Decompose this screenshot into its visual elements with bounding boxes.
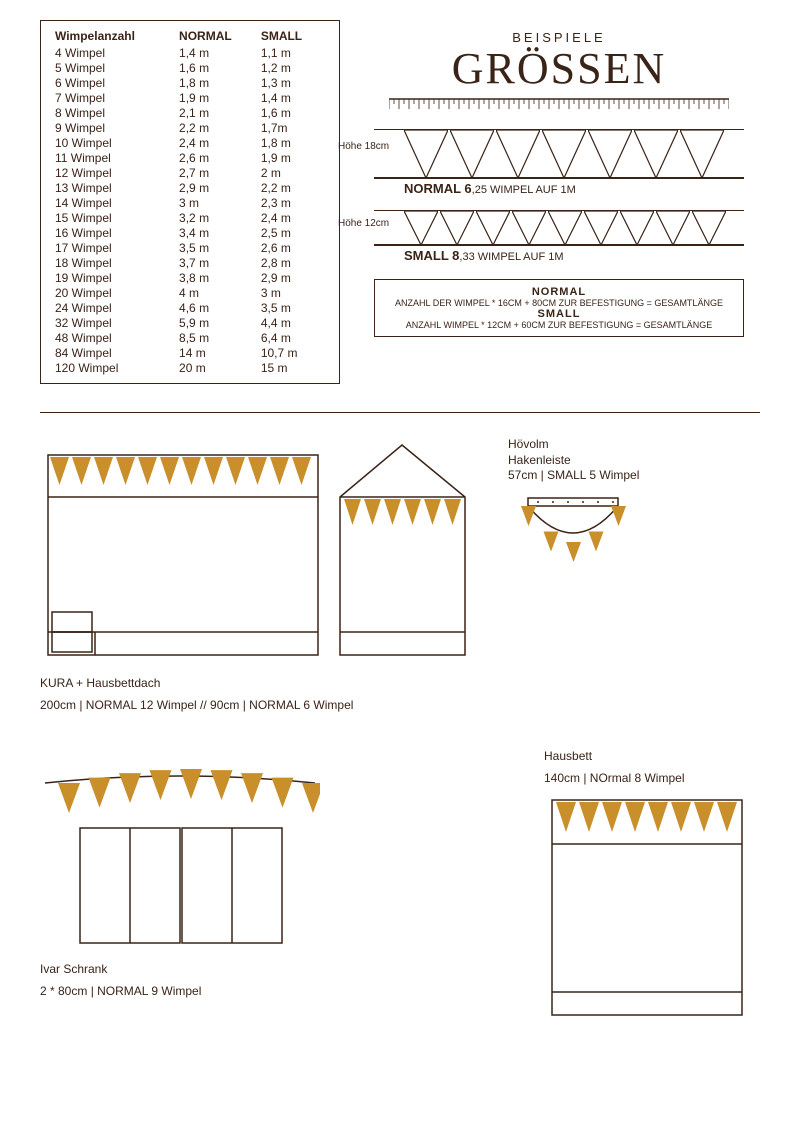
sample-small: Höhe 12cm SMALL 8,33 WIMPEL AUF 1M (374, 210, 744, 263)
pennant-outline-icon (542, 130, 586, 178)
pennant-icon (138, 457, 157, 485)
hovolm-drawing (508, 490, 638, 570)
table-row: 7 Wimpel1,9 m1,4 m (55, 90, 325, 105)
pennant-icon (292, 457, 311, 485)
hausbett-drawing (544, 792, 754, 1022)
table-row: 11 Wimpel2,6 m1,9 m (55, 150, 325, 165)
pennant-icon (364, 499, 381, 525)
table-header: NORMAL (179, 29, 261, 45)
pennant-icon (424, 499, 441, 525)
table-row: 9 Wimpel2,2 m1,7m (55, 120, 325, 135)
pennant-icon (521, 506, 536, 526)
pennant-outline-icon (476, 211, 510, 245)
pennant-outline-icon (496, 130, 540, 178)
pennant-icon (116, 457, 135, 485)
formula-box: NORMAL ANZAHL DER WIMPEL * 16CM + 80CM Z… (374, 279, 744, 337)
pennant-icon (160, 457, 179, 485)
table-row: 18 Wimpel3,7 m2,8 m (55, 255, 325, 270)
pennant-icon (72, 457, 91, 485)
pennant-icon (226, 457, 245, 485)
pennant-icon (579, 802, 599, 832)
ivar-block: Ivar Schrank 2 * 80cm | NORMAL 9 Wimpel (40, 763, 320, 1025)
table-header: SMALL (261, 29, 325, 45)
pennant-icon (119, 773, 141, 803)
pennant-outline-icon (512, 211, 546, 245)
pennant-outline-icon (692, 211, 726, 245)
hausbett-block: Hausbett 140cm | NOrmal 8 Wimpel (544, 743, 754, 1025)
pennant-icon (270, 457, 289, 485)
pennant-outline-icon (440, 211, 474, 245)
table-row: 24 Wimpel4,6 m3,5 m (55, 300, 325, 315)
table-row: 8 Wimpel2,1 m1,6 m (55, 105, 325, 120)
table-row: 17 Wimpel3,5 m2,6 m (55, 240, 325, 255)
pennant-icon (566, 542, 581, 562)
table-row: 48 Wimpel8,5 m6,4 m (55, 330, 325, 345)
pennant-outline-icon (584, 211, 618, 245)
table-row: 16 Wimpel3,4 m2,5 m (55, 225, 325, 240)
pennant-icon (648, 802, 668, 832)
pennant-icon (248, 457, 267, 485)
pennant-outline-icon (680, 130, 724, 178)
pennant-icon (544, 531, 559, 551)
pennant-icon (211, 770, 233, 800)
table-row: 14 Wimpel3 m2,3 m (55, 195, 325, 210)
table-row: 15 Wimpel3,2 m2,4 m (55, 210, 325, 225)
table-row: 13 Wimpel2,9 m2,2 m (55, 180, 325, 195)
main-title: GRÖSSEN (389, 43, 729, 94)
pennant-outline-icon (634, 130, 678, 178)
pennant-icon (589, 531, 604, 551)
table-row: 4 Wimpel1,4 m1,1 m (55, 45, 325, 60)
pennant-outline-icon (404, 130, 448, 178)
table-row: 12 Wimpel2,7 m2 m (55, 165, 325, 180)
kura-drawing (40, 437, 480, 667)
pennant-outline-icon (548, 211, 582, 245)
table-row: 10 Wimpel2,4 m1,8 m (55, 135, 325, 150)
pennant-icon (444, 499, 461, 525)
pennant-outline-icon (588, 130, 632, 178)
pennant-icon (625, 802, 645, 832)
pennant-icon (241, 773, 263, 803)
pennant-icon (602, 802, 622, 832)
pennant-icon (180, 769, 202, 799)
ruler-icon (389, 98, 729, 112)
pennant-icon (50, 457, 69, 485)
table-row: 32 Wimpel5,9 m4,4 m (55, 315, 325, 330)
table-header: Wimpelanzahl (55, 29, 179, 45)
pennant-icon (89, 778, 111, 808)
divider (40, 412, 760, 413)
kura-block: KURA + Hausbettdach 200cm | NORMAL 12 Wi… (40, 437, 480, 713)
table-row: 6 Wimpel1,8 m1,3 m (55, 75, 325, 90)
pennant-outline-icon (656, 211, 690, 245)
pennant-icon (611, 506, 626, 526)
sample-normal: Höhe 18cm NORMAL 6,25 WIMPEL AUF 1M (374, 129, 744, 196)
pennant-icon (94, 457, 113, 485)
pennant-icon (694, 802, 714, 832)
table-row: 19 Wimpel3,8 m2,9 m (55, 270, 325, 285)
hovolm-block: Hövolm Hakenleiste 57cm | SMALL 5 Wimpel (508, 437, 639, 573)
pennant-icon (404, 499, 421, 525)
table-row: 20 Wimpel4 m3 m (55, 285, 325, 300)
table-row: 84 Wimpel14 m10,7 m (55, 345, 325, 360)
pennant-icon (302, 783, 320, 813)
pennant-icon (384, 499, 401, 525)
pennant-icon (272, 778, 294, 808)
pennant-outline-icon (450, 130, 494, 178)
ivar-drawing (40, 763, 320, 953)
pennant-icon (556, 802, 576, 832)
pennant-icon (344, 499, 361, 525)
pennant-outline-icon (404, 211, 438, 245)
pennant-outline-icon (620, 211, 654, 245)
table-row: 120 Wimpel20 m15 m (55, 360, 325, 375)
table-row: 5 Wimpel1,6 m1,2 m (55, 60, 325, 75)
pennant-icon (204, 457, 223, 485)
pennant-icon (717, 802, 737, 832)
pennant-icon (671, 802, 691, 832)
pennant-icon (150, 770, 172, 800)
pennant-icon (182, 457, 201, 485)
pennant-icon (58, 783, 80, 813)
size-table: WimpelanzahlNORMALSMALL 4 Wimpel1,4 m1,1… (40, 20, 340, 384)
